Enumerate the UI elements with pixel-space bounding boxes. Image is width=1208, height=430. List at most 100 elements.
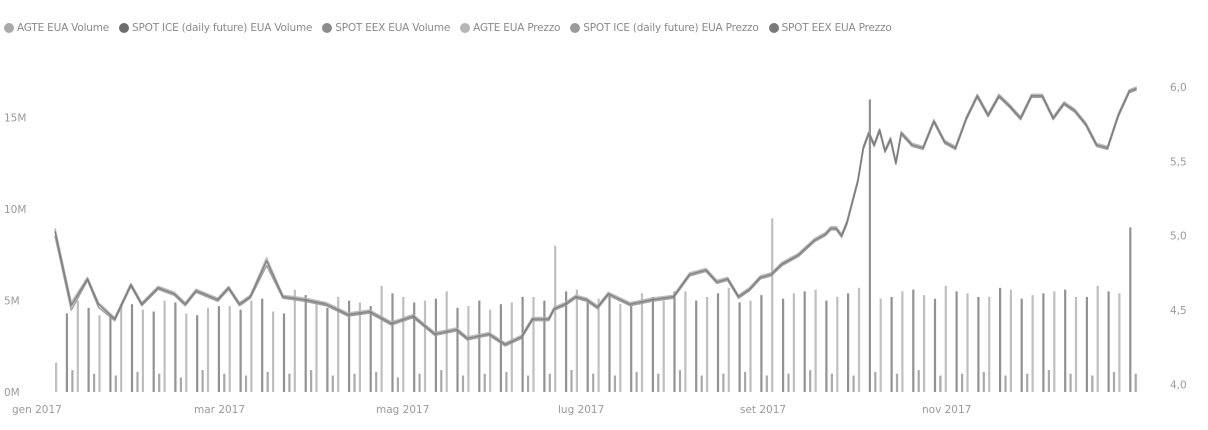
volume-bar[interactable]: [809, 370, 812, 392]
volume-bar[interactable]: [114, 375, 117, 393]
volume-bar[interactable]: [396, 377, 399, 392]
volume-bar[interactable]: [961, 373, 964, 392]
volume-bar[interactable]: [223, 373, 226, 392]
volume-bar[interactable]: [570, 370, 573, 392]
volume-bar[interactable]: [93, 373, 96, 392]
volume-bar[interactable]: [98, 315, 101, 392]
volume-bar[interactable]: [527, 375, 530, 393]
volume-bar[interactable]: [1074, 296, 1078, 392]
volume-bar[interactable]: [174, 302, 177, 392]
volume-bar[interactable]: [619, 304, 622, 392]
volume-bar[interactable]: [434, 298, 437, 392]
volume-bar[interactable]: [1129, 227, 1132, 392]
volume-bar[interactable]: [337, 296, 340, 392]
volume-bar[interactable]: [695, 300, 698, 392]
volume-bar[interactable]: [120, 304, 123, 392]
volume-bar[interactable]: [727, 287, 730, 392]
volume-bar[interactable]: [185, 313, 188, 392]
volume-bar[interactable]: [250, 300, 253, 392]
volume-bar[interactable]: [1020, 298, 1023, 392]
volume-bar[interactable]: [635, 371, 638, 392]
volume-bar[interactable]: [706, 296, 709, 392]
volume-bar[interactable]: [1107, 291, 1110, 392]
volume-bar[interactable]: [315, 304, 318, 392]
volume-bar[interactable]: [939, 375, 942, 393]
legend-item[interactable]: AGTE EUA Volume: [4, 22, 109, 34]
volume-bar[interactable]: [548, 373, 551, 392]
price-line[interactable]: [54, 89, 1137, 347]
volume-bar[interactable]: [988, 296, 991, 392]
volume-bar[interactable]: [1031, 295, 1034, 392]
volume-bar[interactable]: [293, 289, 296, 392]
legend-item[interactable]: AGTE EUA Prezzo: [460, 22, 560, 34]
volume-bar[interactable]: [326, 307, 329, 392]
volume-bar[interactable]: [847, 293, 850, 392]
volume-bar[interactable]: [1096, 285, 1099, 392]
volume-bar[interactable]: [575, 289, 578, 392]
volume-bar[interactable]: [136, 371, 139, 392]
volume-bar[interactable]: [1026, 373, 1029, 392]
volume-bar[interactable]: [836, 296, 839, 392]
volume-bar[interactable]: [217, 306, 220, 392]
volume-bar[interactable]: [467, 306, 470, 392]
volume-bar[interactable]: [765, 375, 768, 393]
volume-bar[interactable]: [1047, 370, 1050, 392]
volume-bar[interactable]: [152, 311, 155, 393]
volume-bar[interactable]: [272, 311, 275, 393]
volume-bar[interactable]: [478, 300, 481, 392]
volume-bar[interactable]: [700, 375, 703, 393]
volume-bar[interactable]: [456, 307, 459, 392]
volume-bar[interactable]: [288, 373, 291, 392]
volume-bar[interactable]: [1085, 296, 1088, 392]
volume-bar[interactable]: [163, 300, 166, 392]
volume-bar[interactable]: [282, 313, 286, 392]
volume-bar[interactable]: [1064, 289, 1067, 392]
volume-bar[interactable]: [554, 245, 557, 392]
volume-bar[interactable]: [597, 298, 600, 392]
volume-bar[interactable]: [722, 373, 725, 392]
volume-bar[interactable]: [358, 302, 361, 392]
volume-bar[interactable]: [955, 291, 958, 392]
volume-bar[interactable]: [613, 375, 616, 393]
volume-bar[interactable]: [510, 302, 513, 392]
volume-bar[interactable]: [738, 302, 741, 392]
volume-bar[interactable]: [923, 295, 926, 392]
volume-bar[interactable]: [87, 307, 90, 392]
legend-item[interactable]: SPOT EEX EUA Prezzo: [768, 22, 892, 34]
volume-bar[interactable]: [369, 306, 372, 392]
volume-bar[interactable]: [158, 373, 161, 392]
volume-bar[interactable]: [55, 362, 58, 392]
volume-bar[interactable]: [418, 373, 421, 392]
volume-bar[interactable]: [440, 370, 443, 392]
volume-bar[interactable]: [744, 371, 747, 392]
volume-bar[interactable]: [673, 291, 676, 392]
volume-bar[interactable]: [445, 291, 448, 392]
volume-bar[interactable]: [1091, 375, 1094, 393]
volume-bar[interactable]: [499, 304, 502, 392]
legend-item[interactable]: SPOT ICE (daily future) EUA Volume: [119, 22, 312, 34]
volume-bar[interactable]: [657, 373, 660, 392]
volume-bar[interactable]: [868, 99, 871, 393]
volume-bar[interactable]: [65, 313, 68, 392]
volume-bar[interactable]: [331, 375, 334, 393]
volume-bar[interactable]: [348, 300, 351, 392]
volume-bar[interactable]: [630, 306, 633, 392]
volume-bar[interactable]: [261, 298, 264, 392]
volume-bar[interactable]: [852, 375, 855, 393]
volume-bar[interactable]: [483, 373, 486, 392]
volume-bar[interactable]: [1042, 293, 1045, 392]
volume-bar[interactable]: [239, 309, 242, 392]
volume-bar[interactable]: [130, 304, 134, 392]
volume-bar[interactable]: [71, 370, 74, 392]
volume-bar[interactable]: [201, 370, 204, 392]
volume-bar[interactable]: [413, 302, 416, 392]
volume-bar[interactable]: [787, 373, 790, 392]
volume-bar[interactable]: [196, 315, 199, 392]
volume-bar[interactable]: [901, 291, 904, 392]
volume-bar[interactable]: [1118, 293, 1121, 392]
volume-bar[interactable]: [874, 371, 877, 392]
volume-bar[interactable]: [266, 371, 269, 392]
price-line[interactable]: [54, 86, 1137, 344]
volume-bar[interactable]: [586, 302, 589, 392]
legend-item[interactable]: SPOT EEX EUA Volume: [322, 22, 450, 34]
